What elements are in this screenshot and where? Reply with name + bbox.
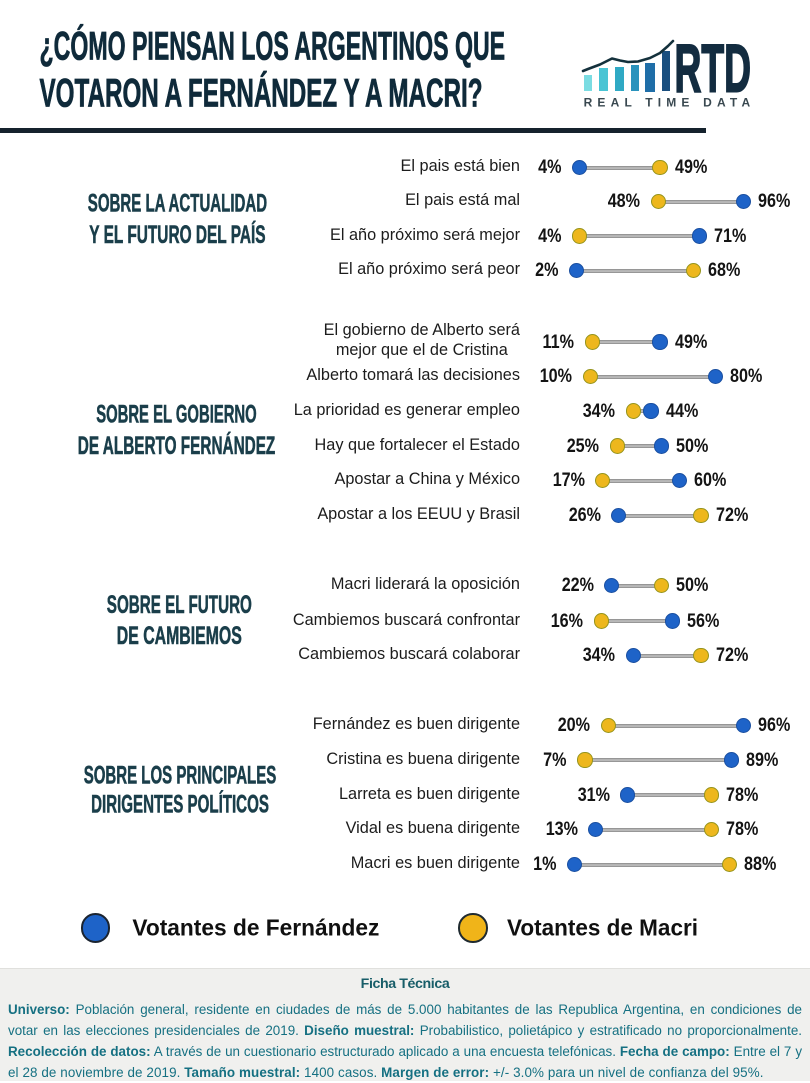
svg-text:SOBRE EL GOBIERNO: SOBRE EL GOBIERNO xyxy=(96,400,257,428)
svg-text:SOBRE EL FUTURO: SOBRE EL FUTURO xyxy=(107,591,252,619)
svg-text:RTD: RTD xyxy=(675,31,752,107)
svg-text:SOBRE LOS PRINCIPALES: SOBRE LOS PRINCIPALES xyxy=(84,761,277,789)
svg-text:¿CÓMO PIENSAN LOS ARGENTINOS Q: ¿CÓMO PIENSAN LOS ARGENTINOS QUE xyxy=(40,23,506,69)
svg-text:VOTARON A FERNÁNDEZ Y A MACRI?: VOTARON A FERNÁNDEZ Y A MACRI? xyxy=(40,71,483,116)
svg-text:REAL TIME DATA: REAL TIME DATA xyxy=(584,96,751,110)
svg-text:DIRIGENTES POLÍTICOS: DIRIGENTES POLÍTICOS xyxy=(91,789,269,818)
svg-text:Y EL FUTURO DEL PAÍS: Y EL FUTURO DEL PAÍS xyxy=(89,220,265,249)
svg-text:SOBRE LA ACTUALIDAD: SOBRE LA ACTUALIDAD xyxy=(88,189,267,217)
svg-text:Votantes de Macri: Votantes de Macri xyxy=(507,915,698,941)
svg-text:DE CAMBIEMOS: DE CAMBIEMOS xyxy=(117,622,242,650)
svg-text:Votantes de Fernández: Votantes de Fernández xyxy=(132,915,379,941)
svg-text:DE ALBERTO FERNÁNDEZ: DE ALBERTO FERNÁNDEZ xyxy=(78,431,276,460)
